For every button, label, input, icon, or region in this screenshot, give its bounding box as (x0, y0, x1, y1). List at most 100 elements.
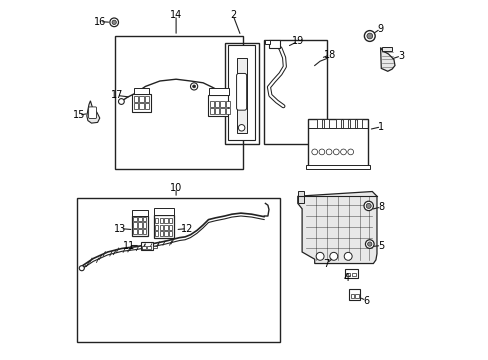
Bar (132, 210, 148, 216)
Bar (220, 108, 224, 114)
Bar (138, 222, 141, 228)
Bar (132, 94, 151, 112)
Bar (134, 96, 138, 102)
Bar (168, 231, 172, 236)
Circle shape (366, 203, 370, 208)
Circle shape (333, 149, 339, 155)
Bar (209, 108, 213, 114)
Bar (77, 198, 280, 342)
Text: 6: 6 (363, 296, 368, 306)
Circle shape (112, 20, 116, 24)
Bar (142, 217, 146, 221)
Bar (133, 88, 149, 94)
Circle shape (363, 201, 373, 211)
Bar (225, 101, 230, 107)
FancyBboxPatch shape (88, 107, 96, 118)
Bar (142, 246, 145, 249)
Text: 4: 4 (344, 273, 349, 283)
Bar (164, 225, 167, 230)
Bar (132, 216, 148, 236)
Bar (159, 231, 163, 236)
Bar (209, 101, 213, 107)
Bar (335, 119, 340, 128)
Bar (139, 96, 143, 102)
Bar (138, 217, 141, 221)
Bar (344, 269, 358, 278)
Bar (351, 273, 355, 276)
Bar (155, 225, 158, 230)
Text: 13: 13 (114, 224, 126, 234)
Bar (346, 273, 349, 276)
Bar (115, 36, 242, 169)
Bar (139, 103, 143, 109)
Bar (164, 231, 167, 236)
Circle shape (347, 149, 353, 155)
Bar (236, 58, 246, 133)
Text: 5: 5 (377, 240, 384, 251)
Circle shape (367, 242, 371, 246)
Text: 11: 11 (122, 240, 134, 251)
Bar (159, 225, 163, 230)
Circle shape (318, 149, 324, 155)
Bar (297, 191, 304, 203)
Bar (168, 218, 172, 223)
Bar (349, 119, 354, 128)
Bar (138, 229, 141, 234)
Circle shape (344, 252, 351, 260)
Circle shape (311, 149, 317, 155)
Bar (207, 95, 230, 116)
Bar (152, 246, 157, 248)
Bar (134, 103, 138, 109)
Bar (355, 294, 358, 298)
Bar (144, 103, 149, 109)
Bar (225, 108, 230, 114)
Circle shape (190, 83, 197, 90)
Bar (142, 229, 146, 234)
Bar (155, 231, 158, 236)
Circle shape (192, 85, 195, 88)
Bar (215, 108, 219, 114)
Bar (153, 208, 173, 215)
Bar (350, 294, 354, 298)
Bar (153, 215, 173, 238)
Circle shape (366, 33, 372, 39)
Text: 10: 10 (170, 183, 182, 193)
Text: 12: 12 (181, 224, 193, 234)
FancyBboxPatch shape (236, 73, 246, 110)
Bar (265, 40, 269, 44)
Bar (141, 242, 152, 250)
Text: 8: 8 (377, 202, 384, 212)
Bar (144, 96, 149, 102)
Circle shape (238, 125, 244, 131)
Text: 14: 14 (170, 10, 182, 20)
Circle shape (316, 252, 324, 260)
Bar (316, 119, 321, 128)
Text: 15: 15 (73, 110, 85, 120)
Bar (264, 40, 326, 144)
Bar (168, 225, 172, 230)
Circle shape (364, 31, 374, 41)
Bar (209, 88, 228, 95)
Text: 9: 9 (377, 24, 383, 34)
Bar (215, 101, 219, 107)
Bar (224, 43, 258, 144)
Bar (305, 165, 369, 169)
Bar (356, 119, 362, 128)
Bar (228, 45, 255, 140)
Bar (142, 222, 146, 228)
Polygon shape (87, 101, 100, 123)
Circle shape (118, 99, 124, 104)
Bar (323, 119, 328, 128)
Circle shape (329, 252, 337, 260)
Polygon shape (297, 192, 376, 264)
Text: 3: 3 (397, 51, 404, 61)
Bar (133, 222, 137, 228)
Circle shape (110, 18, 118, 27)
Circle shape (340, 149, 346, 155)
Text: 2: 2 (229, 10, 236, 20)
Bar (133, 229, 137, 234)
Text: 18: 18 (324, 50, 336, 60)
Bar (220, 101, 224, 107)
Bar (348, 289, 360, 300)
Text: 1: 1 (377, 122, 384, 132)
